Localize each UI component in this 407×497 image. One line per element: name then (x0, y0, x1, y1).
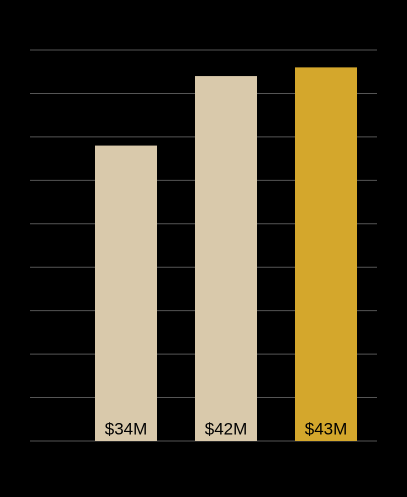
bar (295, 67, 357, 441)
bar (195, 76, 257, 442)
value-label: $42M (205, 419, 248, 438)
value-label: $34M (105, 419, 148, 438)
value-label: $43M (305, 419, 348, 438)
bar (95, 145, 157, 442)
